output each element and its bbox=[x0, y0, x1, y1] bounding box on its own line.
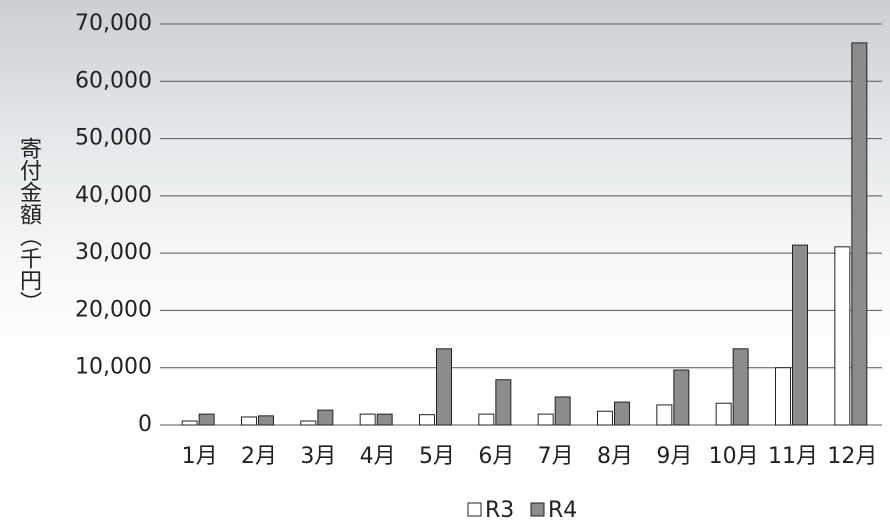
x-tick-label: 6月 bbox=[478, 444, 514, 469]
bar bbox=[852, 43, 867, 425]
x-tick-label: 3月 bbox=[300, 444, 336, 469]
bar bbox=[657, 405, 672, 425]
y-tick-label: 10,000 bbox=[75, 355, 152, 380]
y-tick-label: 70,000 bbox=[75, 11, 152, 36]
bar bbox=[496, 380, 511, 425]
legend-swatch bbox=[468, 503, 481, 516]
x-tick-label: 4月 bbox=[360, 444, 396, 469]
legend-label: R3 bbox=[485, 498, 514, 523]
bar bbox=[598, 411, 613, 425]
bar bbox=[674, 370, 689, 425]
bar bbox=[776, 368, 791, 425]
bar bbox=[318, 410, 333, 425]
bar bbox=[615, 402, 630, 425]
bar bbox=[793, 245, 808, 425]
y-tick-label: 40,000 bbox=[75, 183, 152, 208]
x-tick-label: 5月 bbox=[419, 444, 455, 469]
bar bbox=[259, 416, 274, 425]
bar bbox=[555, 397, 570, 425]
bar bbox=[420, 415, 435, 425]
x-tick-label: 11月 bbox=[768, 444, 818, 469]
y-tick-label: 30,000 bbox=[75, 240, 152, 265]
bar bbox=[835, 247, 850, 425]
x-tick-label: 8月 bbox=[597, 444, 633, 469]
y-axis-label: 寄付金額（千円） bbox=[16, 137, 42, 313]
bar bbox=[479, 414, 494, 425]
bar bbox=[242, 417, 257, 425]
bar bbox=[437, 349, 452, 425]
chart: 寄付金額（千円） 0 10,000 20,000 30,000 40,000 50,000… bbox=[0, 0, 890, 528]
x-tick-label: 1月 bbox=[182, 444, 218, 469]
x-tick-label: 10月 bbox=[709, 444, 759, 469]
x-tick-label: 12月 bbox=[827, 444, 877, 469]
y-tick-label: 20,000 bbox=[75, 297, 152, 322]
x-tick-label: 9月 bbox=[656, 444, 692, 469]
legend-label: R4 bbox=[548, 498, 577, 523]
bar bbox=[716, 403, 731, 425]
bar bbox=[182, 421, 197, 425]
bar bbox=[538, 414, 553, 425]
bar bbox=[199, 414, 214, 425]
y-tick-label: 0 bbox=[138, 412, 152, 437]
bar bbox=[377, 414, 392, 425]
bar bbox=[301, 421, 316, 425]
x-tick-label: 2月 bbox=[241, 444, 277, 469]
y-tick-label: 50,000 bbox=[75, 126, 152, 151]
legend-swatch bbox=[531, 503, 544, 516]
y-tick-label: 60,000 bbox=[75, 68, 152, 93]
x-tick-label: 7月 bbox=[538, 444, 574, 469]
bar bbox=[360, 414, 375, 425]
bar bbox=[733, 349, 748, 425]
